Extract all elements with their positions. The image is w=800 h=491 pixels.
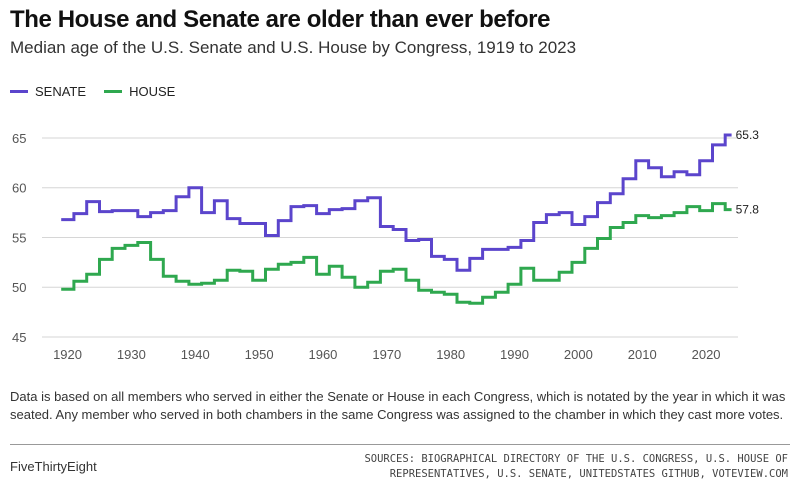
legend-item-house: HOUSE [104,84,175,99]
footnote: Data is based on all members who served … [10,389,786,422]
x-tick-label: 2010 [628,347,657,362]
grid-lines [42,137,738,338]
x-tick-label: 2000 [564,347,593,362]
series-line-house [61,202,732,305]
x-tick-label: 2020 [692,347,721,362]
series-line-senate [61,133,732,272]
sources-text: SOURCES: BIOGRAPHICAL DIRECTORY OF THE U… [364,453,788,480]
y-tick-label: 55 [12,230,26,245]
y-tick-label: 50 [12,280,26,295]
legend-swatch-senate [10,90,28,93]
x-tick-label: 1930 [117,347,146,362]
y-tick-label: 60 [12,181,26,196]
x-tick-label: 1940 [181,347,210,362]
x-tick-label: 1950 [245,347,274,362]
series-lines [61,133,732,305]
end-labels: 65.3 57.8 [736,128,760,217]
legend-label-senate: SENATE [35,84,87,99]
y-tick-label: 65 [12,131,26,146]
x-tick-label: 1990 [500,347,529,362]
brand-logo-text: FiveThirtyEight [10,459,97,474]
y-axis-tick-labels: 45 50 55 60 65 [12,131,26,345]
end-label-senate: 65.3 [736,128,760,142]
chart-subtitle: Median age of the U.S. Senate and U.S. H… [10,38,577,57]
legend-label-house: HOUSE [129,84,176,99]
footer-divider [10,444,790,445]
legend-item-senate: SENATE [10,84,86,99]
y-tick-label: 45 [12,330,26,345]
x-tick-label: 1960 [308,347,337,362]
x-axis-tick-labels: 1920 1930 1940 1950 1960 1970 1980 1990 2000 2010… [53,347,720,362]
x-tick-label: 1980 [436,347,465,362]
chart-legend: SENATE HOUSE [10,84,193,99]
chart-title: The House and Senate are older than ever… [10,6,551,33]
end-label-house: 57.8 [736,203,760,217]
x-tick-label: 1920 [53,347,82,362]
legend-swatch-house [104,90,123,93]
x-tick-label: 1970 [372,347,401,362]
